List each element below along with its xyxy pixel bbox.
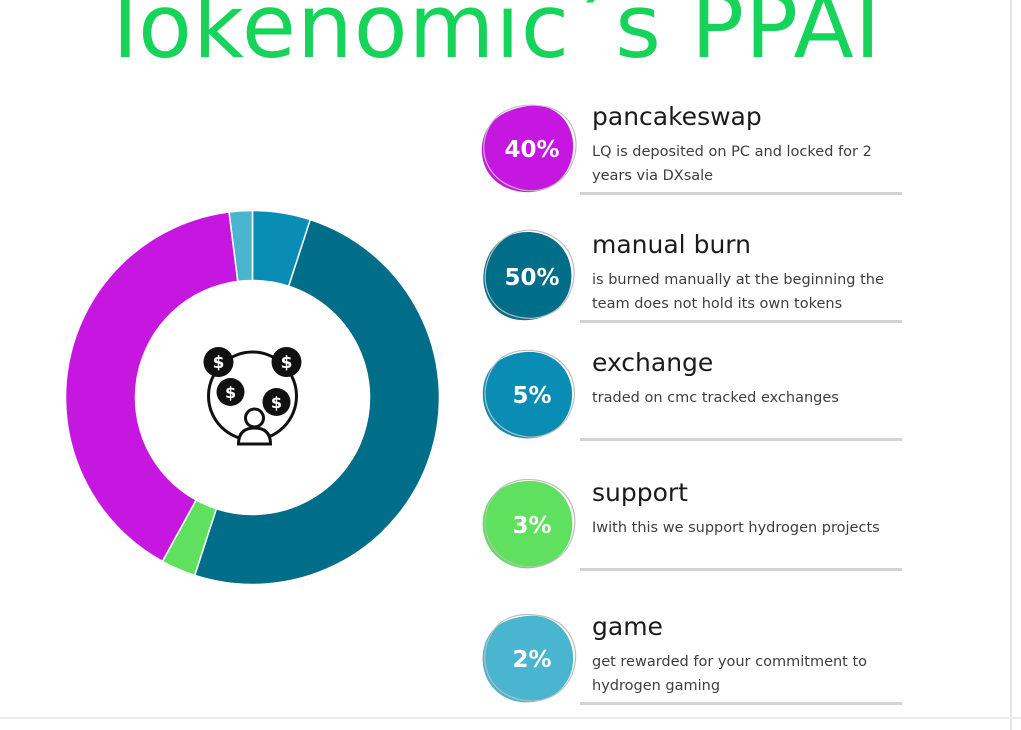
percent-label: 40% [504,137,560,163]
svg-text:$: $ [271,393,282,412]
divider [580,192,902,195]
allocation-item-game: 2% game get rewarded for your commitment t… [478,610,908,720]
allocation-description: is burned manually at the beginning the … [592,272,884,312]
divider [580,320,902,323]
allocation-title: pancakeswap [592,102,762,131]
allocation-description: LQ is deposited on PC and locked for 2 y… [592,144,872,184]
allocation-item-support: 3% support Iwith this we support hydrogen … [478,476,908,586]
percent-blob [482,478,576,569]
svg-text:$: $ [225,383,236,402]
donut-slices [64,209,441,586]
donut-slice-pancakeswap [64,211,239,563]
percent-blob [481,104,577,193]
percent-blob [482,613,577,703]
donut-slice-game [228,209,254,283]
donut-slice-manual-burn [193,218,441,586]
divider [580,438,902,441]
allocation-item-exchange: 5% exchange traded on cmc tracked exchange… [478,346,908,456]
percent-label: 2% [512,647,552,673]
allocation-title: exchange [592,348,714,377]
allocation-description: traded on cmc tracked exchanges [592,390,839,406]
svg-text:$: $ [213,353,225,373]
allocation-title: support [592,478,688,507]
percent-label: 5% [512,383,552,409]
allocation-item-manual-burn: 50% manual burn is burned manually at the … [478,228,908,338]
allocation-description: Iwith this we support hydrogen projects [592,520,880,536]
percent-label: 3% [512,513,552,539]
divider [580,702,902,705]
allocation-title: manual burn [592,230,751,259]
percent-blob [482,349,576,439]
investors-coins-icon: $ $ $ $ [203,347,302,446]
donut-chart: $ $ $ $ [64,209,441,586]
page-title: Tokenomic´s PPAI [98,0,882,78]
allocation-item-pancakeswap: 40% pancakeswap LQ is deposited on PC and … [478,100,908,210]
percent-label: 50% [504,265,560,291]
allocation-title: game [592,612,663,641]
svg-text:$: $ [281,353,293,373]
percent-blob [483,229,575,321]
divider [580,568,902,571]
allocation-description: get rewarded for your commitment to hydr… [592,654,868,694]
